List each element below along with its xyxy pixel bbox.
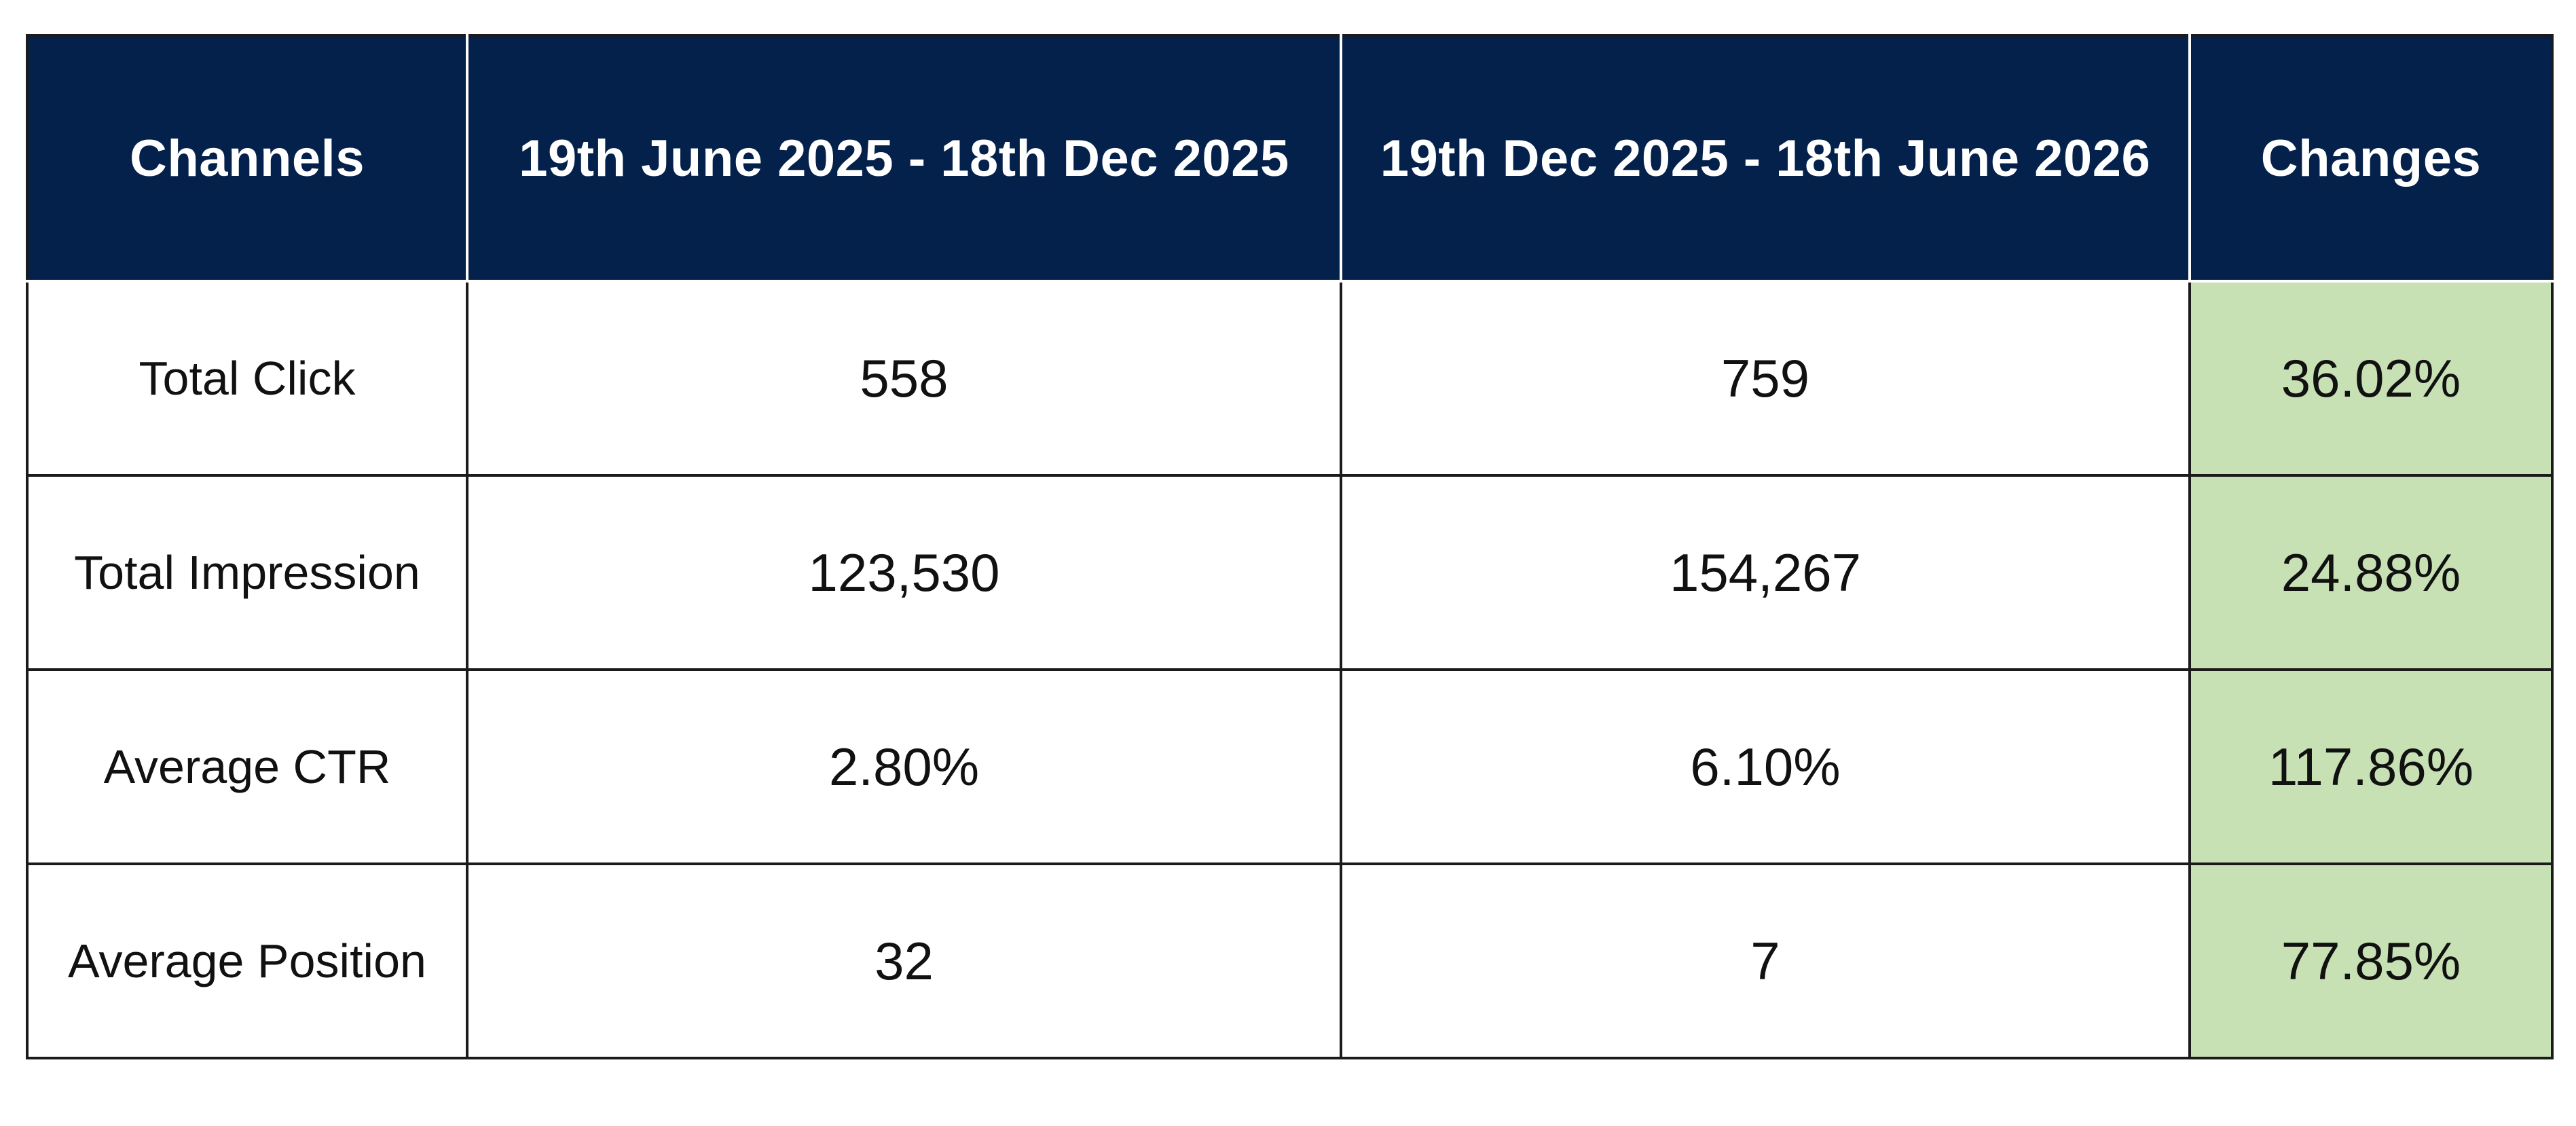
cell-average-ctr-period-2: 6.10% xyxy=(1340,668,2191,865)
comparison-table: Channels 19th June 2025 - 18th Dec 2025 … xyxy=(26,34,2554,1059)
table-row: Total Impression 123,530 154,267 24.88% xyxy=(26,474,2554,671)
table-body: Total Click 558 759 36.02% Total Impress… xyxy=(26,280,2554,1059)
column-header-changes: Changes xyxy=(2188,34,2554,283)
cell-average-ctr-period-1: 2.80% xyxy=(466,668,1342,865)
cell-average-position-period-1: 32 xyxy=(466,862,1342,1059)
row-label-total-click: Total Click xyxy=(26,280,468,477)
cell-total-impression-period-1: 123,530 xyxy=(466,474,1342,671)
row-label-average-position: Average Position xyxy=(26,862,468,1059)
cell-average-position-period-2: 7 xyxy=(1340,862,2191,1059)
cell-total-impression-change: 24.88% xyxy=(2188,474,2554,671)
cell-total-click-change: 36.02% xyxy=(2188,280,2554,477)
cell-total-impression-period-2: 154,267 xyxy=(1340,474,2191,671)
comparison-table-container: Channels 19th June 2025 - 18th Dec 2025 … xyxy=(26,34,2554,1059)
cell-total-click-period-1: 558 xyxy=(466,280,1342,477)
cell-total-click-period-2: 759 xyxy=(1340,280,2191,477)
cell-average-ctr-change: 117.86% xyxy=(2188,668,2554,865)
column-header-period-2: 19th Dec 2025 - 18th June 2026 xyxy=(1340,34,2191,283)
cell-average-position-change: 77.85% xyxy=(2188,862,2554,1059)
header-row: Channels 19th June 2025 - 18th Dec 2025 … xyxy=(26,34,2554,283)
table-row: Average CTR 2.80% 6.10% 117.86% xyxy=(26,668,2554,865)
table-row: Average Position 32 7 77.85% xyxy=(26,862,2554,1059)
table-header: Channels 19th June 2025 - 18th Dec 2025 … xyxy=(26,34,2554,283)
table-row: Total Click 558 759 36.02% xyxy=(26,280,2554,477)
row-label-total-impression: Total Impression xyxy=(26,474,468,671)
column-header-period-1: 19th June 2025 - 18th Dec 2025 xyxy=(466,34,1342,283)
column-header-channels: Channels xyxy=(26,34,468,283)
row-label-average-ctr: Average CTR xyxy=(26,668,468,865)
